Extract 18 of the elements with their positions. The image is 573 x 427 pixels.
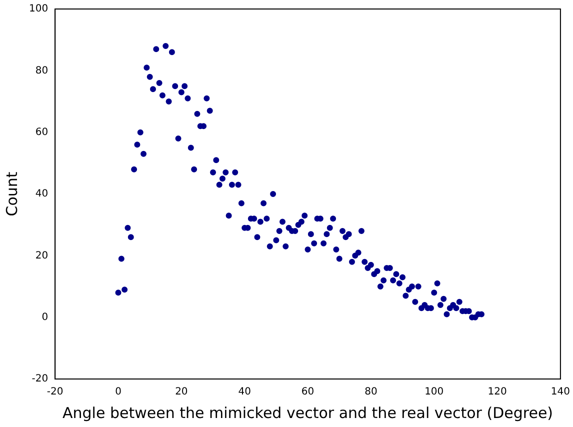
y-tick-label: 100 [28, 4, 48, 15]
y-tick-label: 0 [42, 312, 48, 323]
y-tick-label: 60 [35, 126, 48, 138]
y-tick-label: 20 [35, 250, 48, 262]
x-tick-label: 120 [488, 386, 507, 398]
x-axis-title: Angle between the mimicked vector and the real vector (Degree) [62, 404, 554, 422]
x-tick-label: 0 [115, 386, 122, 398]
y-tick-label: -20 [32, 374, 48, 385]
x-tick-label: 140 [550, 386, 570, 398]
x-tick-label: 20 [175, 386, 188, 398]
x-tick-label: 80 [364, 386, 378, 398]
y-tick-label: 80 [35, 65, 48, 76]
y-tick-label: 40 [35, 188, 48, 200]
x-tick-label: -20 [46, 386, 64, 398]
x-tick-label: 100 [424, 386, 444, 398]
x-tick-label: 40 [238, 386, 251, 398]
y-axis-title: Count [2, 172, 21, 216]
x-tick-label: 60 [301, 386, 314, 398]
